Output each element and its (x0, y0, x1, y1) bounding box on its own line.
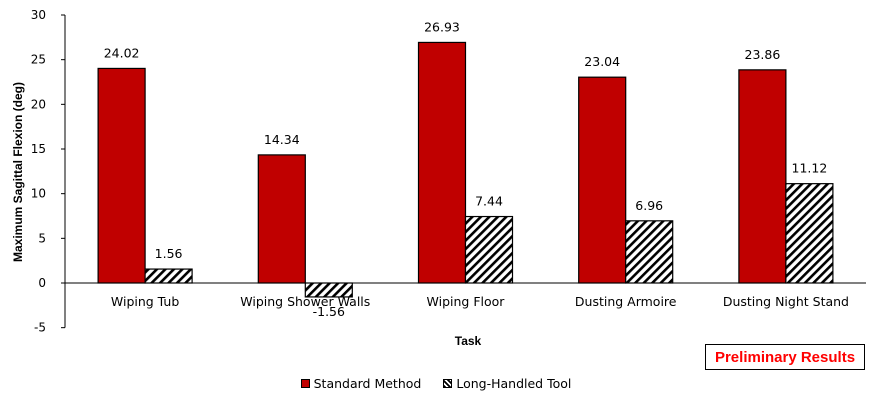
y-tick-label: 25 (31, 53, 46, 67)
bar-standard-method (578, 76, 627, 284)
legend-swatch-hatched (443, 378, 453, 388)
bar-standard-method (417, 41, 467, 284)
x-category-label: Wiping Floor (427, 294, 506, 309)
data-label: 24.02 (104, 45, 140, 60)
bar-standard-method (257, 154, 306, 284)
legend: Standard Method Long-Handled Tool (0, 374, 872, 392)
x-category-label: Wiping Shower Walls (240, 294, 370, 309)
y-tick-label: 20 (31, 97, 46, 111)
data-label: 26.93 (424, 19, 460, 34)
data-label: 23.86 (745, 47, 781, 62)
data-label: -1.56 (313, 304, 345, 319)
x-category-label: Dusting Night Stand (723, 294, 849, 309)
legend-label-standard-method: Standard Method (313, 375, 422, 391)
data-label: 11.12 (792, 161, 828, 176)
y-tick-label: -5 (34, 321, 46, 335)
data-label: 7.44 (475, 194, 503, 209)
bar-long-handled-tool (144, 268, 193, 284)
data-label: 1.56 (155, 246, 183, 261)
bar-standard-method (738, 69, 787, 284)
legend-item-long-handled-tool: Long-Handled Tool (443, 376, 571, 391)
bar-long-handled-tool (464, 215, 514, 284)
x-category-label: Wiping Tub (111, 294, 179, 309)
legend-item-standard-method: Standard Method (300, 375, 422, 391)
y-axis-title: Maximum Sagittal Flexion (deg) (11, 82, 25, 262)
bar-standard-method (97, 67, 146, 284)
y-tick-label: 30 (31, 8, 46, 22)
y-tick-label: 5 (38, 231, 46, 245)
data-label: 14.34 (264, 132, 300, 147)
legend-label-long-handled-tool: Long-Handled Tool (456, 375, 572, 391)
y-tick-label: 0 (38, 276, 46, 290)
bar-long-handled-tool (785, 183, 834, 284)
x-axis-title: Task (455, 334, 482, 348)
preliminary-results-text: Preliminary Results (714, 348, 856, 366)
legend-swatch-solid (300, 378, 310, 388)
preliminary-results-badge: Preliminary Results (705, 344, 865, 370)
y-tick-label: 10 (31, 187, 46, 201)
data-label: 6.96 (635, 198, 663, 213)
x-category-label: Dusting Armoire (575, 294, 677, 309)
data-label: 23.04 (584, 54, 620, 69)
bar-long-handled-tool (625, 220, 674, 284)
y-tick-label: 15 (31, 142, 46, 156)
